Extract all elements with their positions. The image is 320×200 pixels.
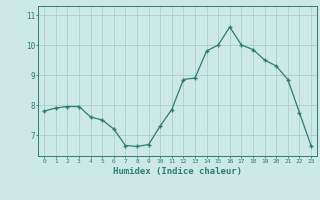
X-axis label: Humidex (Indice chaleur): Humidex (Indice chaleur) [113,167,242,176]
